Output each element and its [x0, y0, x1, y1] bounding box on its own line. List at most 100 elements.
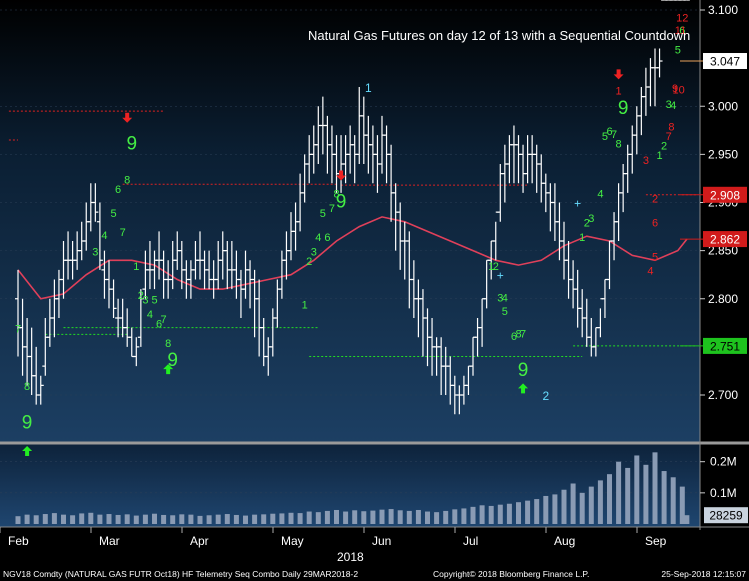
setup-count-label: 5: [675, 44, 681, 56]
volume-bar: [170, 515, 176, 524]
setup-count-label: 8: [124, 174, 130, 186]
volume-bar: [142, 514, 148, 524]
setup-count-label: 4: [502, 293, 508, 305]
volume-bar: [470, 506, 476, 524]
volume-bar: [324, 510, 330, 524]
setup-count-label: 5: [320, 208, 326, 220]
volume-bar: [79, 513, 85, 524]
price-tag-label: 2.751: [710, 339, 740, 353]
volume-bar: [452, 509, 458, 524]
volume-bar: [24, 514, 30, 524]
volume-bar: [161, 514, 167, 524]
countdown-count-label: 8: [668, 121, 674, 133]
volume-bar: [397, 510, 403, 524]
price-tag-label: 2.908: [710, 188, 740, 202]
volume-bar: [334, 509, 339, 524]
setup-count-label: 6: [156, 319, 162, 331]
volume-bar: [279, 513, 285, 524]
volume-bar: [61, 514, 66, 524]
ohlc-bar: [96, 202, 103, 270]
volume-bar: [461, 508, 467, 524]
volume-bar: [670, 477, 676, 524]
setup-count-label: 3: [311, 246, 317, 258]
setup-count-label: 5: [110, 208, 116, 220]
setup-count-label: 4: [315, 232, 321, 244]
countdown-count-label: 4: [647, 266, 653, 278]
volume-bar: [425, 511, 430, 524]
x-month-label: Sep: [645, 534, 667, 548]
volume-bar: [379, 509, 385, 524]
ohlc-bar: [133, 337, 140, 367]
setup-count-label: 1: [133, 261, 139, 273]
setup-count-label: 8: [165, 338, 171, 350]
setup-count-label: 3: [142, 295, 148, 307]
setup-count-label: 2: [584, 218, 590, 230]
setup-count-label: 7: [611, 129, 617, 141]
price-tag-label: 3.047: [710, 55, 740, 69]
volume-bar: [561, 489, 567, 524]
volume-bar: [388, 509, 394, 524]
setup-count-label: 6: [324, 232, 330, 244]
price-tick-label: 3.100: [708, 3, 738, 17]
setup-count-label: 3: [588, 213, 594, 225]
countdown-count-label: 3: [643, 155, 649, 167]
volume-bar: [42, 514, 48, 524]
buy-arrow-icon: [22, 445, 33, 456]
volume-bar: [352, 510, 358, 524]
volume-bar: [607, 474, 612, 524]
volume-bar: [597, 480, 603, 524]
volume-bar: [206, 515, 212, 524]
volume-bar: [15, 516, 21, 524]
volume-bar: [179, 514, 185, 524]
volume-bar: [570, 483, 576, 524]
setup-count-label: 1: [656, 150, 662, 162]
volume-tag-box: [704, 507, 748, 524]
x-month-label: May: [281, 534, 304, 548]
sell-arrow-icon: [613, 69, 624, 80]
price-tick-label: 2.800: [708, 292, 738, 306]
setup-count-label: 6: [606, 126, 612, 138]
setup-count-label: 8: [616, 139, 622, 151]
volume-bar: [479, 505, 485, 524]
price-tag-box: [703, 53, 747, 70]
volume-bar: [106, 514, 112, 524]
price-tick-label: 3.000: [708, 99, 738, 113]
setup-count-label: 4: [597, 189, 603, 201]
chart-title: Natural Gas Futures on day 12 of 13 with…: [308, 28, 690, 43]
setup-count-label: 4: [147, 309, 153, 321]
x-month-label: Mar: [99, 534, 120, 548]
volume-bar: [434, 512, 440, 524]
price-tag-box: [703, 186, 747, 203]
setup-count-label: 9: [126, 134, 137, 155]
volume-bar: [506, 503, 512, 524]
volume-bar: [197, 515, 203, 524]
moving-average-line: [17, 216, 688, 300]
volume-bar: [97, 514, 103, 524]
volume-bar: [233, 514, 239, 524]
perfection-mark-label: +: [497, 269, 504, 283]
volume-bar: [661, 471, 667, 524]
volume-bar: [70, 515, 76, 524]
volume-bar: [124, 514, 130, 524]
volume-bar: [652, 452, 658, 524]
volume-bar: [643, 464, 649, 524]
setup-count-label: 1: [579, 232, 585, 244]
price-tick-label: 2.950: [708, 147, 738, 161]
x-month-label: Feb: [8, 534, 29, 548]
volume-bar: [634, 455, 640, 524]
x-month-label: Apr: [190, 534, 209, 548]
volume-bar: [224, 514, 230, 524]
price-tag-label: 2.862: [710, 233, 740, 247]
setup-count-label: 9: [22, 413, 33, 434]
setup-count-label: 7: [161, 314, 167, 326]
volume-bar: [406, 510, 412, 524]
setup-count-label: 1: [488, 261, 494, 273]
volume-bar: [188, 514, 194, 524]
volume-bar: [552, 494, 558, 524]
countdown-count-label: 9: [672, 83, 678, 95]
volume-bar: [488, 505, 494, 524]
setup-count-label: 8: [24, 381, 30, 393]
volume-bar: [625, 467, 631, 524]
setup-count-label: 6: [679, 25, 685, 37]
price-tick-label: 2.850: [708, 244, 738, 258]
